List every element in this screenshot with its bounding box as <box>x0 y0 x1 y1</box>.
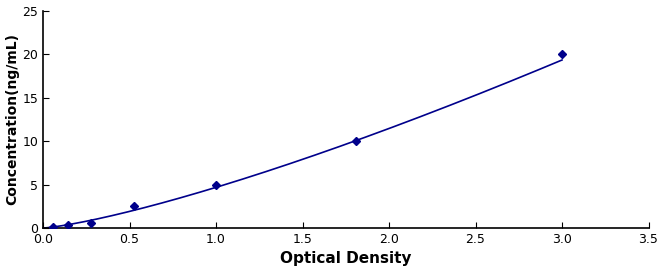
X-axis label: Optical Density: Optical Density <box>280 251 412 267</box>
Y-axis label: Concentration(ng/mL): Concentration(ng/mL) <box>5 33 19 205</box>
